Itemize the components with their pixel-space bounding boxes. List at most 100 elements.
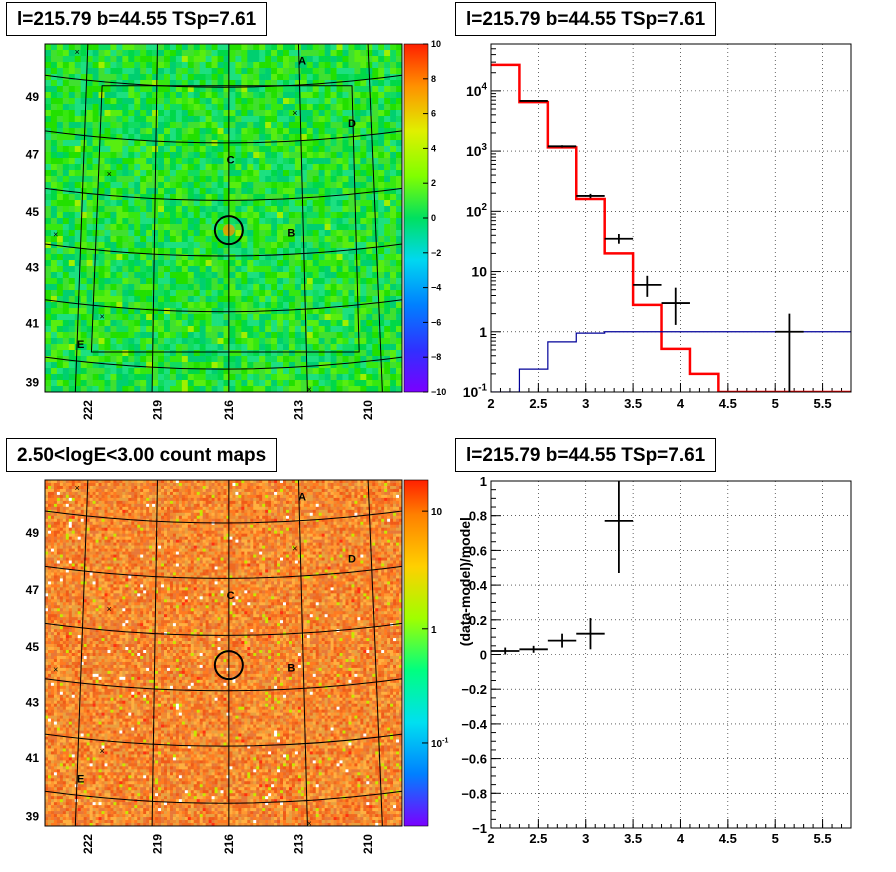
latitude-line (45, 790, 402, 804)
map-y-tick-label: 41 (26, 751, 40, 765)
x-tick-label: 2.5 (529, 831, 547, 846)
map-y-tick-label: 43 (26, 695, 40, 709)
x-tick-label: 3 (582, 831, 589, 846)
longitude-line (297, 480, 308, 826)
x-tick-label: 5 (772, 831, 779, 846)
x-tick-label: 5.5 (814, 396, 832, 411)
y-tick-label: 104 (466, 82, 488, 99)
latitude-line (45, 510, 402, 524)
colorbar-tick-label: 6 (431, 109, 436, 119)
colorbar-tick-label: −10 (431, 387, 446, 397)
colorbar-tick-label: −4 (431, 283, 441, 293)
colorbar-tick-label: 10 (431, 507, 443, 518)
latitude-line (45, 733, 402, 747)
latitude-line (45, 565, 402, 579)
x-tick-label: 4 (677, 831, 685, 846)
x-tick-label: 5.5 (814, 831, 832, 846)
longitude-line (151, 480, 158, 826)
roi-outline (90, 85, 360, 353)
y-tick-label: −0.8 (461, 786, 487, 801)
latitude-line (45, 678, 402, 692)
plot-area (491, 481, 634, 655)
map-x-tick-label: 210 (361, 834, 375, 854)
y-tick-label: 0 (480, 648, 487, 663)
source-label-a: A (298, 491, 306, 503)
ts-map-title: l=215.79 b=44.55 TSp=7.61 (6, 2, 268, 36)
residual-point (547, 633, 577, 648)
data-point (547, 145, 577, 148)
map-y-tick-label: 43 (26, 261, 40, 275)
map-x-tick-label: 219 (150, 834, 164, 854)
latitude-line (45, 356, 402, 370)
catalog-marker: × (74, 47, 79, 57)
longitude-line (367, 480, 383, 826)
residual-panel: 1 0.8 0.6 0.4 0.2 0 −0.2 −0.4 −0.6 −0.8 −12 2.5 3 3.5… (457, 474, 852, 846)
map-y-tick-label: 45 (26, 205, 40, 219)
source-label-e: E (77, 773, 84, 785)
model-step-line (491, 63, 851, 392)
y-tick-label: −1 (472, 821, 487, 836)
colorbar-tick-label: −8 (431, 352, 441, 362)
map-y-tick-label: 47 (26, 148, 40, 162)
map-x-tick-label: 222 (81, 834, 95, 854)
source-label-d: D (348, 554, 356, 566)
source-circle (213, 215, 244, 246)
graticule (45, 480, 402, 826)
data-point (633, 275, 662, 297)
latitude-line (45, 299, 402, 313)
source-label-b: B (287, 663, 295, 675)
y-tick-label: 0.2 (469, 613, 487, 628)
data-point (519, 100, 548, 102)
map-frame (44, 43, 403, 393)
colorbar-tick-label: 10 (431, 39, 441, 49)
residual-point (604, 481, 634, 573)
x-tick-label: 3.5 (624, 831, 642, 846)
source-circle (213, 650, 244, 681)
plot-area (491, 63, 851, 392)
x-tick-label: 2 (487, 396, 494, 411)
count-map-title: 2.50<logE<3.00 count maps (6, 438, 278, 472)
spectrum-panel: 10-1 1 10 102 103 104 2 2.5 3 3.5 4 4.5 5 5.5 (463, 43, 852, 411)
latitude-line (45, 622, 402, 636)
x-tick-label: 5 (772, 396, 779, 411)
map-y-tick-label: 39 (26, 810, 40, 824)
x-tick-label: 3 (582, 396, 589, 411)
map-x-tick-label: 222 (81, 400, 95, 420)
latitude-line (45, 74, 402, 88)
spectrum-title: l=215.79 b=44.55 TSp=7.61 (455, 2, 717, 36)
ts-map-panel: A B C D E × × × × × × 39 41 43 45 47 49 222 219 216 213 210 10… (26, 39, 447, 420)
y-tick-label: −0.6 (461, 752, 487, 767)
colorbar-tick-label: 8 (431, 74, 436, 84)
y-tick-label: 0.8 (469, 509, 487, 524)
x-tick-label: 2 (487, 831, 494, 846)
map-y-tick-label: 49 (26, 90, 40, 104)
data-point (775, 313, 804, 392)
source-label-c: C (227, 155, 235, 167)
source-label-b: B (287, 228, 295, 240)
grid (490, 480, 851, 829)
y-tick-label: 1 (479, 324, 487, 340)
data-point (661, 287, 690, 325)
map-y-tick-label: 39 (26, 376, 40, 390)
map-y-tick-label: 47 (26, 583, 40, 597)
catalog-marker: × (292, 108, 297, 118)
plot-frame (490, 43, 852, 393)
catalog-marker: × (74, 483, 79, 493)
y-tick-label: 103 (466, 142, 488, 159)
map-y-tick-label: 49 (26, 526, 40, 540)
map-x-tick-label: 216 (222, 834, 236, 854)
colorbar-tick-label: −2 (431, 248, 441, 258)
plot-frame (490, 480, 852, 829)
colorbar-tick-label: 2 (431, 178, 436, 188)
catalog-marker: × (292, 543, 297, 553)
catalog-marker: × (107, 604, 112, 614)
map-x-tick-label: 219 (150, 400, 164, 420)
y-tick-label: −0.2 (461, 682, 487, 697)
y-tick-label: −0.4 (461, 717, 487, 732)
graticule (45, 44, 402, 392)
source-label-e: E (77, 339, 84, 351)
map-x-tick-label: 213 (291, 834, 305, 854)
background-step-line (491, 331, 851, 392)
y-tick-label: 0.4 (469, 578, 488, 593)
latitude-line (45, 130, 402, 144)
